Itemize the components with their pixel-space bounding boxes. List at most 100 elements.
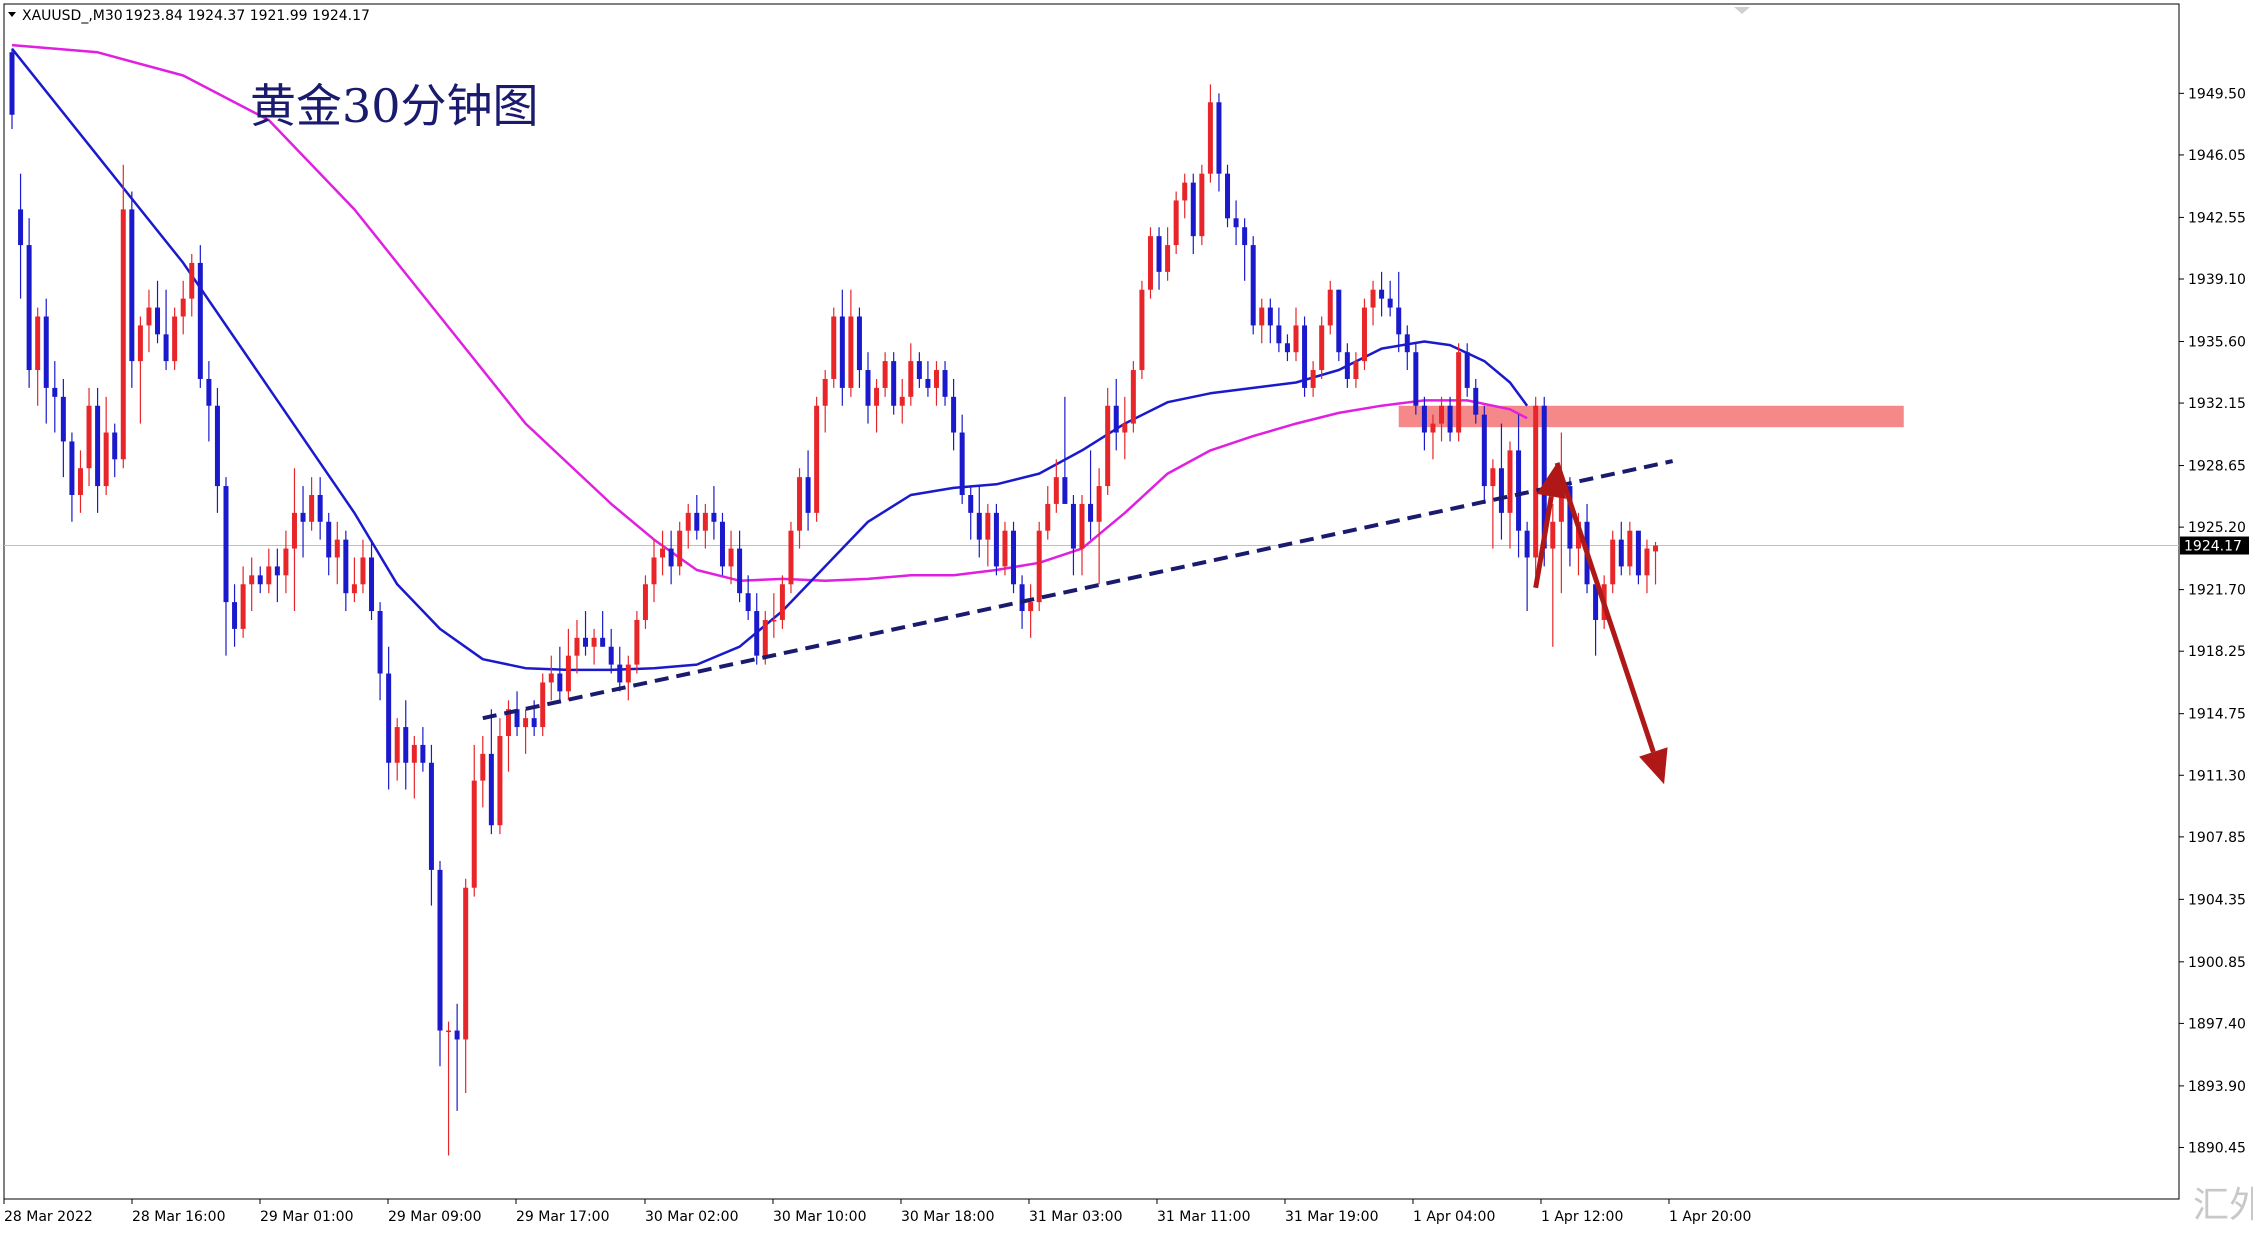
candle-body [745,593,751,612]
candle-body [976,512,982,540]
candle-body [959,432,965,496]
candle-body [1088,503,1094,522]
candle-body [1130,370,1136,424]
candle-body [1053,477,1059,504]
arrow-down-shaft [1554,462,1656,753]
candle-body [1259,307,1265,326]
candle-body [754,611,760,656]
y-tick-label: 1949.50 [2188,86,2246,102]
candle-body [112,432,118,460]
ohlc-readout: 1923.84 1924.37 1921.99 1924.17 [125,8,370,24]
candle-body [1113,405,1119,433]
candle-body [1456,352,1462,433]
candle-body [882,361,888,388]
candle-body [1473,387,1479,415]
candle-body [1070,503,1076,549]
y-tick-label: 1918.25 [2188,644,2246,660]
y-tick-label: 1946.05 [2188,148,2246,164]
candle-body [249,575,255,585]
candle-body [52,387,58,397]
candle-body [583,637,589,647]
candle-body [762,619,768,656]
candle-body [343,539,349,594]
candle-body [1276,325,1282,344]
candle-body [120,209,126,460]
y-tick-label: 1928.65 [2188,459,2246,475]
candle-body [685,512,691,531]
candle-body [1541,405,1547,549]
candle-body [1199,173,1205,237]
candle-body [77,468,83,496]
candle-body [146,307,152,326]
candle-body [155,307,161,335]
scroll-marker-icon[interactable] [1734,7,1750,14]
candle-body [1139,289,1145,371]
current-price-box [2180,536,2249,555]
dropdown-triangle-icon[interactable] [8,12,16,17]
candle-body [1447,405,1453,433]
candle-body [1404,334,1410,353]
arrow-up-shaft [1533,495,1554,589]
candle-body [1284,343,1290,353]
candle-body [1618,539,1624,567]
candle-body [471,780,477,888]
candle-body [1207,102,1213,174]
candle-body [839,316,845,388]
candle-body [1105,405,1111,487]
candle-body [865,370,871,406]
y-tick-label: 1914.75 [2188,707,2246,723]
candle-body [266,566,272,585]
candle-body [848,316,854,388]
candle-body [591,637,597,647]
candle-body [463,887,469,1040]
candle-body [625,664,631,683]
candle-body [240,584,246,629]
candle-body [1653,545,1659,552]
candle-body [1361,307,1367,362]
candle-body [386,673,392,763]
candle-body [35,316,41,371]
candle-body [274,566,280,576]
candle-body [283,548,289,576]
candle-body [814,405,820,513]
candle-body [291,512,297,549]
x-tick-label: 1 Apr 04:00 [1413,1209,1495,1225]
candle-body [497,735,503,826]
candle-body [548,673,554,683]
candle-body [1421,405,1427,433]
y-tick-label: 1907.85 [2188,830,2246,846]
candle-body [993,512,999,567]
candle-body [1635,530,1641,576]
chart-title: 黄金30分钟图 [250,79,539,133]
candle-body [634,619,640,665]
candle-body [505,709,511,736]
x-tick-label: 28 Mar 2022 [4,1209,93,1225]
candle-body [1225,173,1231,219]
candle-body [163,334,169,362]
candle-body [1627,530,1633,567]
x-tick-label: 29 Mar 17:00 [516,1209,609,1225]
candle-body [908,361,914,397]
y-tick-label: 1900.85 [2188,955,2246,971]
candle-body [1507,450,1513,513]
candle-body [1327,289,1333,326]
x-tick-label: 29 Mar 01:00 [260,1209,353,1225]
candle-body [1610,539,1616,585]
candle-body [1567,486,1573,549]
candle-body [43,316,49,388]
candle-body [428,762,434,870]
candle-body [60,396,66,442]
candle-body [608,646,614,665]
candle-body [26,245,32,371]
candle-body [1002,530,1008,567]
candle-body [103,432,109,487]
candle-body [805,477,811,513]
candle-body [891,361,897,406]
candle-body [1165,245,1171,272]
candle-body [129,209,135,362]
candle-body [1498,468,1504,513]
resistance-zone [1398,405,1904,428]
y-tick-label: 1904.35 [2188,892,2246,908]
